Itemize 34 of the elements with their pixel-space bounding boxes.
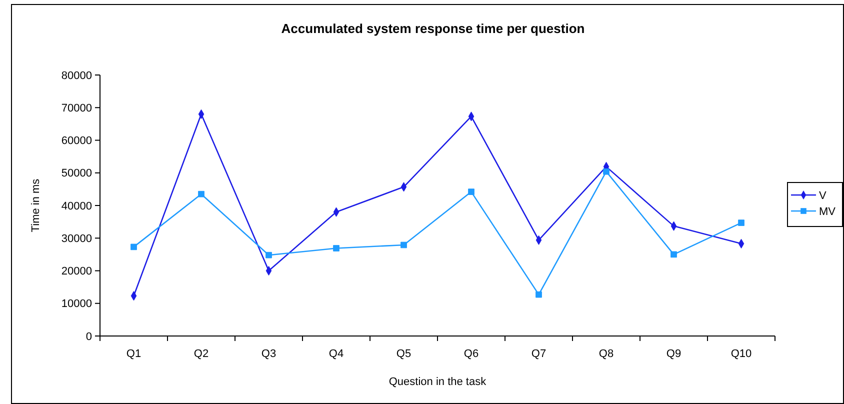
legend-label: V	[819, 190, 827, 202]
y-tick-label: 20000	[61, 266, 92, 278]
point	[198, 190, 204, 198]
point	[738, 220, 744, 226]
x-tick-label: Q8	[598, 348, 614, 360]
point	[468, 188, 474, 195]
x-tick-label: Q1	[126, 348, 142, 360]
x-tick-label: Q5	[396, 348, 412, 360]
point	[333, 245, 340, 252]
x-tick-label: Q4	[328, 348, 344, 360]
y-tick-label: 70000	[61, 102, 92, 114]
point	[130, 244, 137, 250]
x-tick-label: Q7	[531, 348, 546, 360]
y-axis-title: Time in ms	[30, 178, 42, 232]
x-tick-label: Q3	[261, 348, 276, 360]
x-tick-label: Q6	[464, 348, 479, 360]
chart-title: Accumulated system response time per question	[281, 21, 585, 36]
x-axis-title: Question in the task	[388, 376, 487, 388]
point	[536, 291, 542, 298]
y-tick-label: 80000	[61, 70, 92, 82]
x-tick-label: Q2	[194, 348, 209, 360]
point	[400, 242, 407, 248]
y-tick-label: 30000	[61, 232, 92, 245]
point	[670, 251, 677, 258]
x-tick-label: Q9	[666, 348, 682, 360]
point	[603, 168, 610, 175]
point	[266, 252, 272, 258]
y-tick-label: 60000	[61, 135, 92, 148]
y-tick-label: 0	[86, 330, 92, 343]
y-tick-label: 50000	[61, 168, 92, 180]
legend-label: MV	[819, 206, 836, 218]
y-tick-label: 10000	[61, 298, 92, 310]
x-tick-label: Q10	[730, 348, 752, 360]
y-tick-label: 40000	[61, 200, 92, 212]
